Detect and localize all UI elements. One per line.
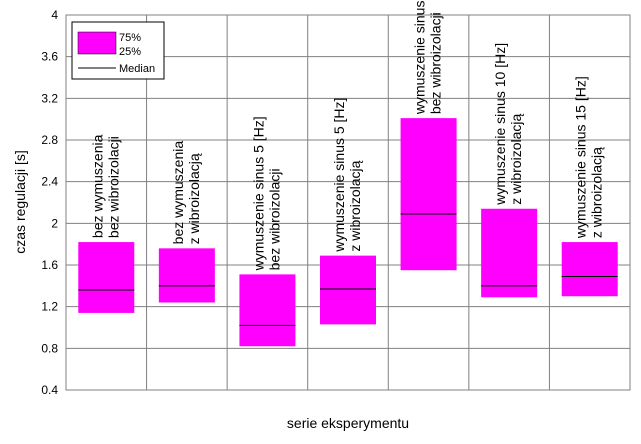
category-label: wymuszenie sinus 15 [Hz] [573, 76, 589, 239]
y-tick-label: 0.8 [41, 341, 58, 355]
category-label: bez wymuszenia [89, 134, 105, 238]
category-label: wymuszenie sinus 10 [Hz] [492, 43, 508, 206]
box [320, 255, 376, 325]
legend-median-label: Median [119, 63, 155, 75]
legend-swatch [77, 31, 117, 55]
y-axis-title: czas regulacji [s] [12, 150, 28, 253]
box [481, 208, 538, 298]
y-tick-label: 2.8 [41, 133, 58, 147]
legend: 75% 25% Median [71, 21, 165, 80]
category-label: wymuszenie sinus 10 [Hz] [412, 0, 428, 115]
category-label: z wibroizolacją [347, 160, 363, 251]
legend-lower-label: 25% [119, 46, 141, 58]
category-label: z wibroizolacją [589, 147, 605, 238]
y-tick-label: 2.4 [41, 175, 58, 189]
box [158, 248, 215, 303]
category-labels: bez wymuszenia bez wibroizolacji bez wymus… [89, 0, 604, 271]
category-label: wymuszenie sinus 5 [Hz] [250, 116, 266, 271]
category-label: z wibroizolacją [508, 114, 524, 205]
legend-upper-label: 75% [119, 32, 141, 44]
category-label: bez wibroizolacji [105, 136, 121, 238]
box [561, 242, 618, 297]
box [78, 242, 135, 313]
boxes [78, 118, 618, 347]
category-label: bez wymuszenia [170, 141, 186, 245]
x-axis-title: serie eksperymentu [287, 415, 409, 431]
category-label: bez wibroizolacji [428, 12, 444, 114]
y-tick-label: 4 [51, 8, 58, 22]
y-axis-ticks: 0.4 0.8 1.2 1.6 2 2.4 2.8 3.2 3.6 4 [41, 8, 58, 397]
box [239, 274, 296, 347]
category-label: wymuszenie sinus 5 [Hz] [331, 98, 347, 253]
y-tick-label: 0.4 [41, 383, 58, 397]
y-tick-label: 1.6 [41, 258, 58, 272]
category-label: bez wibroizolacji [266, 168, 282, 270]
y-tick-label: 2 [51, 216, 58, 230]
category-label: z wibroizolacją [186, 153, 202, 244]
box [400, 118, 457, 271]
y-tick-label: 3.2 [41, 91, 58, 105]
y-tick-label: 1.2 [41, 300, 58, 314]
y-tick-label: 3.6 [41, 50, 58, 64]
